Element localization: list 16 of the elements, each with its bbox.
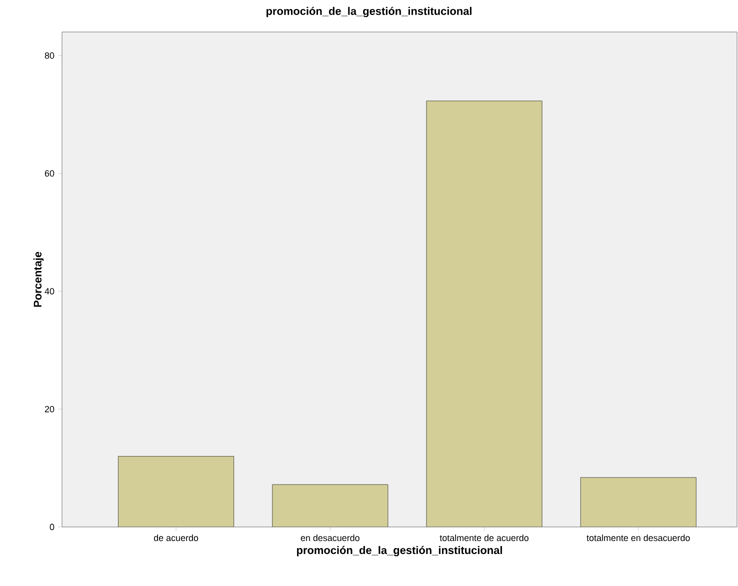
x-tick-label: totalmente en desacuerdo xyxy=(586,534,690,542)
bar xyxy=(272,484,388,527)
y-tick-label: 40 xyxy=(44,288,54,294)
chart-title: promoción_de_la_gestión_institucional xyxy=(266,6,472,18)
y-tick-label: 60 xyxy=(44,170,54,177)
x-tick-label: en desacuerdo xyxy=(300,534,360,542)
x-axis-title: promoción_de_la_gestión_institucional xyxy=(297,546,502,556)
x-tick-label: de acuerdo xyxy=(154,534,198,542)
y-tick-label: 80 xyxy=(44,52,54,59)
bar xyxy=(118,456,234,527)
y-tick-label: 20 xyxy=(44,406,54,412)
bar xyxy=(426,100,542,527)
y-axis-title: Porcentaje xyxy=(33,252,44,307)
x-tick-label: totalmente de acuerdo xyxy=(440,534,528,542)
y-tick-label: 0 xyxy=(50,524,54,530)
bar xyxy=(580,477,696,527)
